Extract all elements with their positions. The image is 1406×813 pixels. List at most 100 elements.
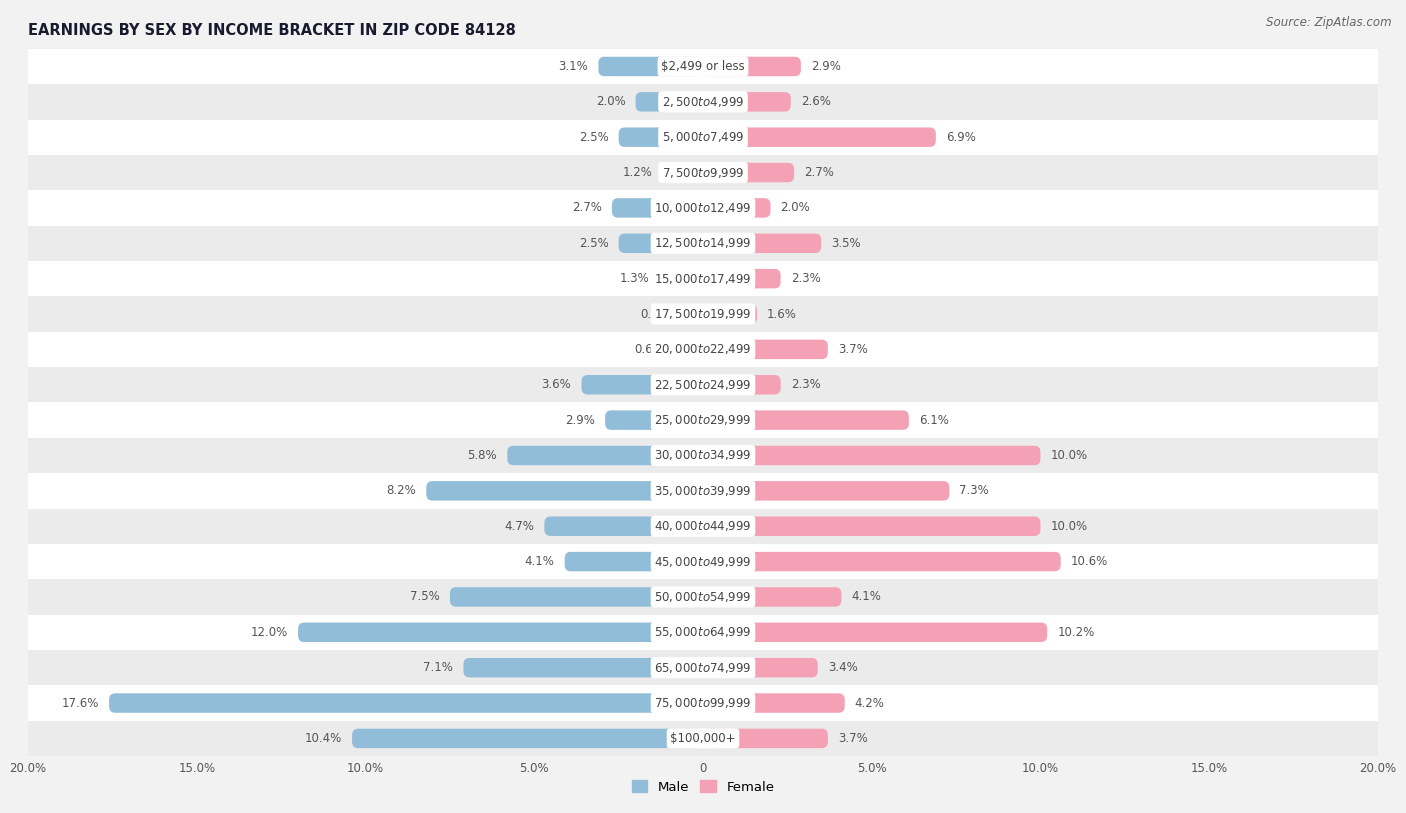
Bar [28, 296, 1378, 332]
Text: 3.4%: 3.4% [828, 661, 858, 674]
Text: $7,500 to $9,999: $7,500 to $9,999 [662, 166, 744, 180]
Text: $15,000 to $17,499: $15,000 to $17,499 [654, 272, 752, 285]
Text: 8.2%: 8.2% [387, 485, 416, 498]
Text: $10,000 to $12,499: $10,000 to $12,499 [654, 201, 752, 215]
Text: 4.2%: 4.2% [855, 697, 884, 710]
FancyBboxPatch shape [688, 304, 703, 324]
Text: 1.3%: 1.3% [619, 272, 650, 285]
FancyBboxPatch shape [703, 516, 1040, 536]
Text: $40,000 to $44,999: $40,000 to $44,999 [654, 520, 752, 533]
Bar [28, 402, 1378, 437]
Text: 3.5%: 3.5% [831, 237, 860, 250]
Text: 1.6%: 1.6% [768, 307, 797, 320]
Text: 4.1%: 4.1% [852, 590, 882, 603]
Bar [28, 615, 1378, 650]
Text: $35,000 to $39,999: $35,000 to $39,999 [654, 484, 752, 498]
Text: $45,000 to $49,999: $45,000 to $49,999 [654, 554, 752, 568]
FancyBboxPatch shape [659, 269, 703, 289]
Bar [28, 579, 1378, 615]
FancyBboxPatch shape [544, 516, 703, 536]
FancyBboxPatch shape [426, 481, 703, 501]
FancyBboxPatch shape [703, 57, 801, 76]
Text: 0.65%: 0.65% [634, 343, 671, 356]
Text: 4.7%: 4.7% [505, 520, 534, 533]
Bar [28, 261, 1378, 297]
FancyBboxPatch shape [681, 340, 703, 359]
Text: 10.4%: 10.4% [305, 732, 342, 745]
Text: 6.1%: 6.1% [920, 414, 949, 427]
FancyBboxPatch shape [703, 269, 780, 289]
Text: 10.6%: 10.6% [1071, 555, 1108, 568]
Text: 7.3%: 7.3% [959, 485, 990, 498]
Bar [28, 650, 1378, 685]
Legend: Male, Female: Male, Female [626, 775, 780, 799]
FancyBboxPatch shape [599, 57, 703, 76]
FancyBboxPatch shape [703, 481, 949, 501]
FancyBboxPatch shape [703, 411, 908, 430]
FancyBboxPatch shape [703, 304, 756, 324]
FancyBboxPatch shape [298, 623, 703, 642]
FancyBboxPatch shape [110, 693, 703, 713]
FancyBboxPatch shape [703, 693, 845, 713]
Text: 4.1%: 4.1% [524, 555, 554, 568]
Bar [28, 154, 1378, 190]
Bar [28, 49, 1378, 85]
Text: 3.7%: 3.7% [838, 343, 868, 356]
FancyBboxPatch shape [703, 375, 780, 394]
Text: $55,000 to $64,999: $55,000 to $64,999 [654, 625, 752, 639]
Text: 3.1%: 3.1% [558, 60, 588, 73]
Bar [28, 225, 1378, 261]
Text: $25,000 to $29,999: $25,000 to $29,999 [654, 413, 752, 427]
FancyBboxPatch shape [703, 623, 1047, 642]
FancyBboxPatch shape [619, 128, 703, 147]
Text: $75,000 to $99,999: $75,000 to $99,999 [654, 696, 752, 710]
FancyBboxPatch shape [703, 233, 821, 253]
FancyBboxPatch shape [703, 163, 794, 182]
FancyBboxPatch shape [619, 233, 703, 253]
Bar [28, 544, 1378, 579]
FancyBboxPatch shape [612, 198, 703, 218]
Text: $22,500 to $24,999: $22,500 to $24,999 [654, 378, 752, 392]
Bar [28, 120, 1378, 155]
Text: 6.9%: 6.9% [946, 131, 976, 144]
Text: 10.0%: 10.0% [1050, 449, 1088, 462]
Bar [28, 190, 1378, 226]
Text: 2.3%: 2.3% [790, 378, 821, 391]
FancyBboxPatch shape [703, 128, 936, 147]
Text: $12,500 to $14,999: $12,500 to $14,999 [654, 237, 752, 250]
Text: $2,500 to $4,999: $2,500 to $4,999 [662, 95, 744, 109]
Text: 5.8%: 5.8% [468, 449, 498, 462]
Text: 17.6%: 17.6% [62, 697, 98, 710]
Bar [28, 437, 1378, 473]
Text: 2.3%: 2.3% [790, 272, 821, 285]
FancyBboxPatch shape [636, 92, 703, 111]
Text: 2.9%: 2.9% [811, 60, 841, 73]
FancyBboxPatch shape [582, 375, 703, 394]
Text: 2.7%: 2.7% [572, 202, 602, 215]
Bar [28, 685, 1378, 720]
FancyBboxPatch shape [605, 411, 703, 430]
Text: 12.0%: 12.0% [250, 626, 288, 639]
Text: $50,000 to $54,999: $50,000 to $54,999 [654, 590, 752, 604]
FancyBboxPatch shape [508, 446, 703, 465]
Bar [28, 720, 1378, 756]
Text: Source: ZipAtlas.com: Source: ZipAtlas.com [1267, 16, 1392, 29]
Text: $100,000+: $100,000+ [671, 732, 735, 745]
Text: $20,000 to $22,499: $20,000 to $22,499 [654, 342, 752, 356]
Text: 2.9%: 2.9% [565, 414, 595, 427]
Text: $30,000 to $34,999: $30,000 to $34,999 [654, 449, 752, 463]
FancyBboxPatch shape [450, 587, 703, 606]
Bar [28, 509, 1378, 544]
Bar [28, 473, 1378, 509]
FancyBboxPatch shape [703, 552, 1060, 572]
Text: 2.5%: 2.5% [579, 131, 609, 144]
Text: 10.0%: 10.0% [1050, 520, 1088, 533]
Text: $5,000 to $7,499: $5,000 to $7,499 [662, 130, 744, 144]
Text: 2.0%: 2.0% [780, 202, 810, 215]
FancyBboxPatch shape [352, 728, 703, 748]
FancyBboxPatch shape [703, 340, 828, 359]
Text: 3.7%: 3.7% [838, 732, 868, 745]
Text: $17,500 to $19,999: $17,500 to $19,999 [654, 307, 752, 321]
Text: 2.6%: 2.6% [801, 95, 831, 108]
FancyBboxPatch shape [703, 446, 1040, 465]
